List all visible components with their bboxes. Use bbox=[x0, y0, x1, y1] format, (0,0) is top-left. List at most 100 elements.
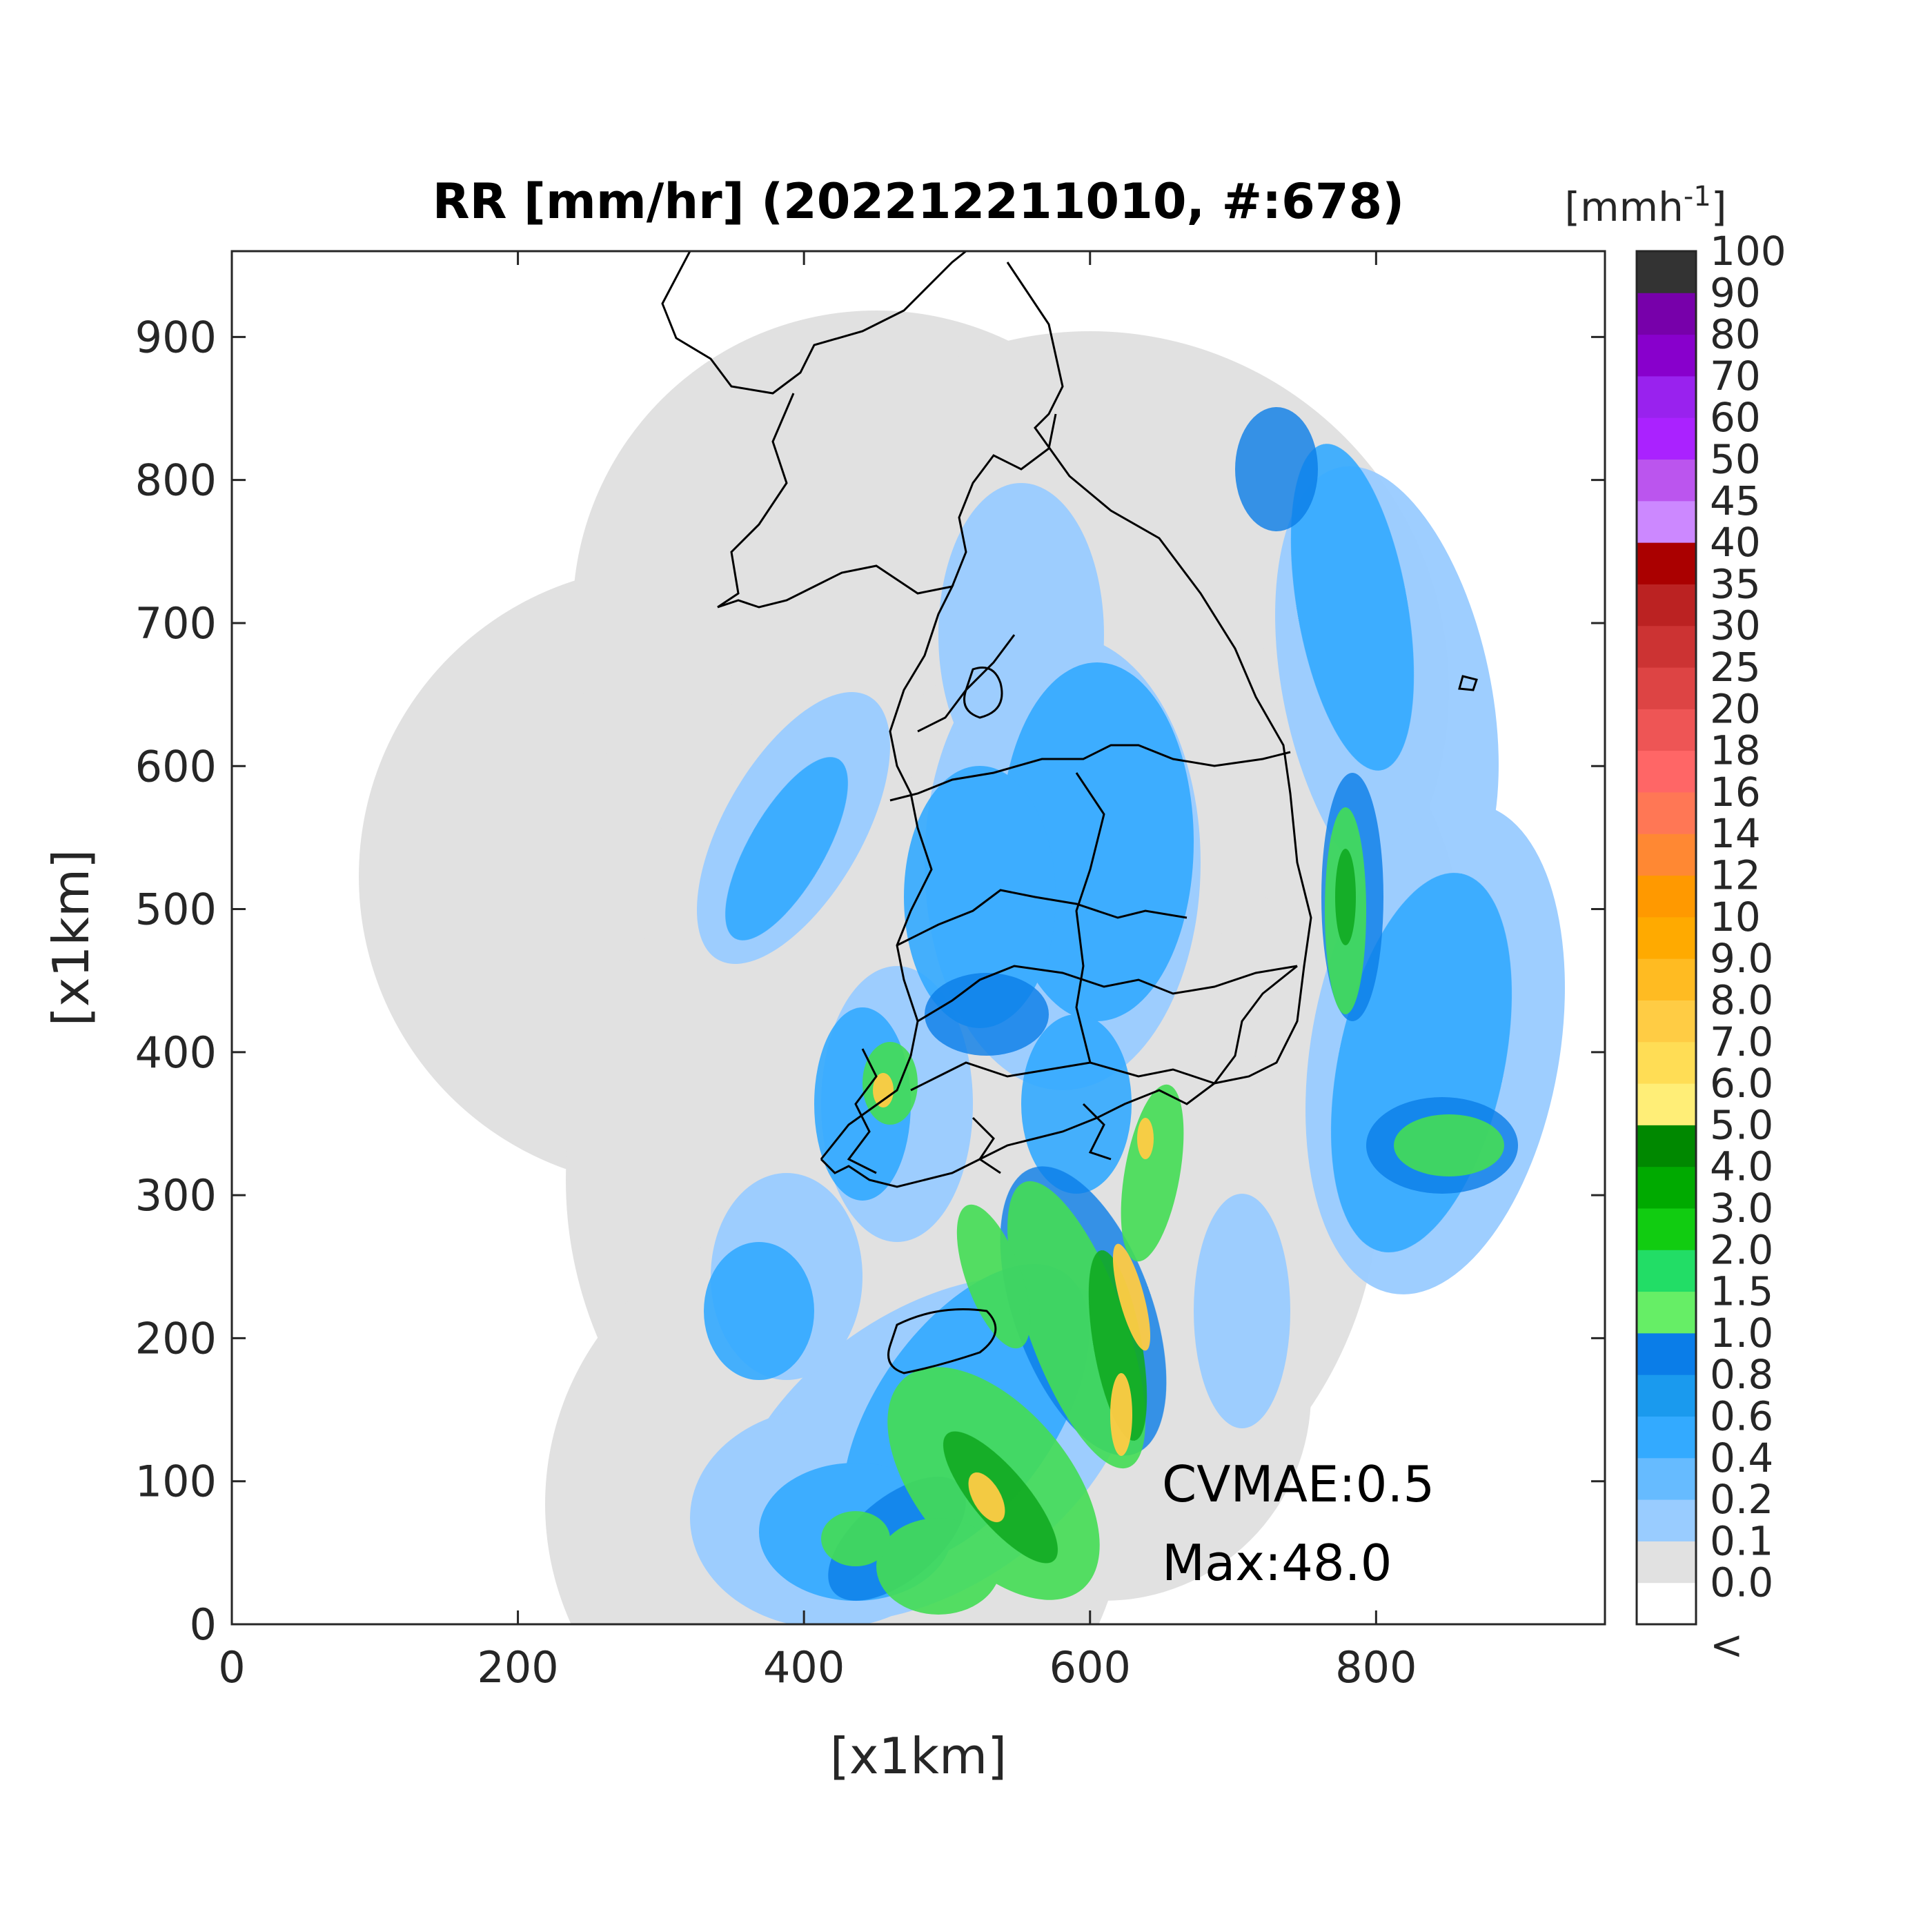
colorbar-segment bbox=[1637, 625, 1696, 668]
colorbar-segment bbox=[1637, 1457, 1696, 1500]
colorbar-segment bbox=[1637, 791, 1696, 834]
colorbar-segment bbox=[1637, 251, 1696, 293]
x-tick-label: 600 bbox=[1049, 1642, 1131, 1693]
colorbar-tick-label: 1.5 bbox=[1710, 1268, 1773, 1315]
colorbar-tick-label: 4.0 bbox=[1710, 1143, 1773, 1190]
cvmae-annotation: CVMAE:0.5 bbox=[1162, 1455, 1435, 1513]
colorbar-tick-label: 60 bbox=[1710, 394, 1761, 441]
colorbar-segment bbox=[1637, 750, 1696, 793]
colorbar: <0.00.10.20.40.60.81.01.52.03.04.05.06.0… bbox=[1635, 228, 1786, 1668]
colorbar-unit-base: [mmh bbox=[1565, 184, 1684, 230]
y-tick-label: 100 bbox=[135, 1457, 217, 1507]
colorbar-frame bbox=[1635, 250, 1697, 1626]
colorbar-tick-label: 0.4 bbox=[1710, 1435, 1773, 1481]
max-annotation: Max:48.0 bbox=[1162, 1534, 1392, 1592]
colorbar-unit-sup: -1 bbox=[1684, 181, 1711, 213]
colorbar-segment bbox=[1637, 709, 1696, 751]
x-tick-label: 400 bbox=[763, 1642, 845, 1693]
y-axis-label: [x1km] bbox=[42, 849, 100, 1026]
colorbar-tick-label: 35 bbox=[1710, 560, 1761, 607]
colorbar-segment bbox=[1637, 334, 1696, 377]
colorbar-segment bbox=[1637, 584, 1696, 627]
x-axis-ticks: 0 200 400 600 800 bbox=[218, 251, 1417, 1693]
colorbar-segment bbox=[1637, 1291, 1696, 1334]
colorbar-tick-label: 80 bbox=[1710, 311, 1761, 358]
colorbar-segment bbox=[1637, 293, 1696, 335]
y-tick-label: 800 bbox=[135, 455, 217, 506]
colorbar-segment bbox=[1637, 1000, 1696, 1043]
colorbar-tick-label: 12 bbox=[1710, 852, 1761, 899]
precip-yellow bbox=[873, 1073, 1154, 1523]
colorbar-segment bbox=[1637, 1250, 1696, 1292]
colorbar-segment bbox=[1637, 542, 1696, 584]
x-axis-label: [x1km] bbox=[830, 1727, 1007, 1785]
colorbar-tick-label: 14 bbox=[1710, 810, 1761, 857]
y-tick-label: 700 bbox=[135, 598, 217, 649]
y-tick-label: 900 bbox=[135, 312, 217, 362]
y-tick-label: 400 bbox=[135, 1027, 217, 1078]
x-tick-label: 0 bbox=[218, 1642, 245, 1693]
colorbar-tick-label: 40 bbox=[1710, 519, 1761, 566]
colorbar-unit-close: ] bbox=[1711, 184, 1727, 230]
x-tick-label: 200 bbox=[477, 1642, 558, 1693]
y-tick-label: 200 bbox=[135, 1313, 217, 1363]
colorbar-segment bbox=[1637, 375, 1696, 418]
colorbar-tick-label: 10 bbox=[1710, 894, 1761, 940]
colorbar-tick-label: 5.0 bbox=[1710, 1101, 1773, 1148]
colorbar-tick-label: 0.2 bbox=[1710, 1476, 1773, 1523]
colorbar-segment bbox=[1637, 667, 1696, 709]
colorbar-tick-label: 90 bbox=[1710, 269, 1761, 316]
colorbar-tick-label: 3.0 bbox=[1710, 1185, 1773, 1232]
radar-field bbox=[359, 251, 1565, 1624]
colorbar-tick-label: < bbox=[1710, 1621, 1744, 1668]
colorbar-segment bbox=[1637, 1208, 1696, 1250]
colorbar-segment bbox=[1637, 1582, 1696, 1625]
colorbar-tick-label: 9.0 bbox=[1710, 935, 1773, 982]
colorbar-tick-label: 8.0 bbox=[1710, 976, 1773, 1023]
y-tick-label: 300 bbox=[135, 1170, 217, 1221]
colorbar-tick-label: 0.0 bbox=[1710, 1559, 1773, 1606]
colorbar-segment bbox=[1637, 417, 1696, 460]
colorbar-segment bbox=[1637, 1083, 1696, 1125]
colorbar-tick-label: 45 bbox=[1710, 477, 1761, 524]
colorbar-tick-label: 100 bbox=[1710, 228, 1786, 275]
colorbar-segment bbox=[1637, 1374, 1696, 1417]
colorbar-segment bbox=[1637, 500, 1696, 543]
axes-frame bbox=[230, 250, 1606, 1626]
colorbar-segment bbox=[1637, 1041, 1696, 1084]
colorbar-tick-label: 50 bbox=[1710, 436, 1761, 483]
colorbar-tick-label: 20 bbox=[1710, 685, 1761, 732]
colorbar-tick-label: 0.6 bbox=[1710, 1392, 1773, 1439]
colorbar-tick-label: 1.0 bbox=[1710, 1310, 1773, 1357]
coastline-boundary bbox=[661, 251, 1478, 1374]
colorbar-segment bbox=[1637, 1332, 1696, 1375]
colorbar-segment bbox=[1637, 875, 1696, 918]
y-tick-label: 500 bbox=[135, 885, 217, 935]
colorbar-tick-label: 2.0 bbox=[1710, 1226, 1773, 1273]
colorbar-segment bbox=[1637, 1416, 1696, 1459]
colorbar-segment bbox=[1637, 1499, 1696, 1541]
x-tick-label: 800 bbox=[1335, 1642, 1417, 1693]
chart-title: RR [mm/hr] (202212211010, #:678) bbox=[433, 173, 1405, 230]
colorbar-tick-label: 30 bbox=[1710, 602, 1761, 649]
colorbar-segment bbox=[1637, 958, 1696, 1000]
colorbar-segment bbox=[1637, 916, 1696, 959]
colorbar-tick-label: 0.1 bbox=[1710, 1517, 1773, 1564]
colorbar-segment bbox=[1637, 459, 1696, 502]
colorbar-tick-label: 25 bbox=[1710, 644, 1761, 691]
colorbar-tick-label: 7.0 bbox=[1710, 1018, 1773, 1065]
colorbar-segment bbox=[1637, 1541, 1696, 1584]
colorbar-segment bbox=[1637, 1125, 1696, 1167]
y-tick-label: 0 bbox=[190, 1599, 217, 1650]
colorbar-tick-label: 70 bbox=[1710, 353, 1761, 400]
colorbar-tick-label: 0.8 bbox=[1710, 1351, 1773, 1398]
colorbar-tick-label: 18 bbox=[1710, 727, 1761, 774]
y-tick-label: 600 bbox=[135, 741, 217, 791]
y-axis-ticks: 0 100 200 300 400 500 600 700 800 900 bbox=[135, 312, 1605, 1650]
colorbar-unit-label: [mmh-1] bbox=[1565, 181, 1727, 230]
colorbar-segment bbox=[1637, 1166, 1696, 1209]
colorbar-segment bbox=[1637, 834, 1696, 876]
colorbar-tick-label: 6.0 bbox=[1710, 1060, 1773, 1107]
colorbar-tick-label: 16 bbox=[1710, 769, 1761, 816]
